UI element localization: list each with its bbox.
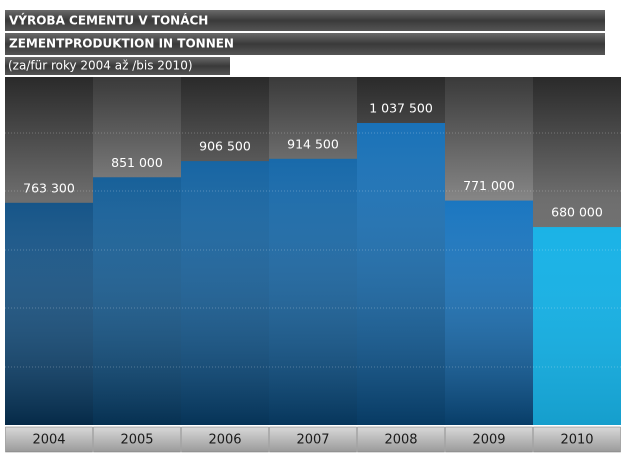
category-cell: [5, 426, 93, 453]
category-cell: [269, 426, 357, 453]
value-label: 680 000: [551, 205, 603, 220]
bar-shade: [357, 123, 445, 425]
x-tick-label: 2005: [120, 433, 153, 448]
category-cell: [181, 426, 269, 453]
x-tick-label: 2004: [32, 433, 65, 448]
title-band: [5, 10, 605, 31]
value-label: 763 300: [23, 180, 75, 195]
x-tick-label: 2007: [296, 433, 329, 448]
chart-subtitle: ZEMENTPRODUKTION IN TONNEN: [9, 37, 234, 51]
bars: 763 300 2004 851 000 2005 906 500 2006 914 500…: [5, 101, 621, 453]
category-cell: [357, 426, 445, 453]
x-tick-label: 2010: [560, 433, 593, 448]
bar-shade: [181, 161, 269, 425]
subtitle-band: [5, 33, 605, 55]
note-band: [5, 57, 230, 75]
value-label: 1 037 500: [369, 101, 433, 116]
category-cell: [445, 426, 533, 453]
value-label: 851 000: [111, 155, 163, 170]
bar-shade: [269, 158, 357, 425]
bar-shade: [533, 227, 621, 425]
x-tick-label: 2009: [472, 433, 505, 448]
bar-shade: [5, 202, 93, 425]
chart-note: (za/für roky 2004 až /bis 2010): [8, 59, 193, 73]
value-label: 771 000: [463, 178, 515, 193]
chart-title: VÝROBA CEMENTU V TONÁCH: [9, 13, 208, 28]
value-label: 906 500: [199, 139, 251, 154]
category-cell: [93, 426, 181, 453]
bar-shade: [93, 177, 181, 425]
bar-shade: [445, 200, 533, 425]
value-label: 914 500: [287, 136, 339, 151]
x-tick-label: 2006: [208, 433, 241, 448]
x-tick-label: 2008: [384, 433, 417, 448]
